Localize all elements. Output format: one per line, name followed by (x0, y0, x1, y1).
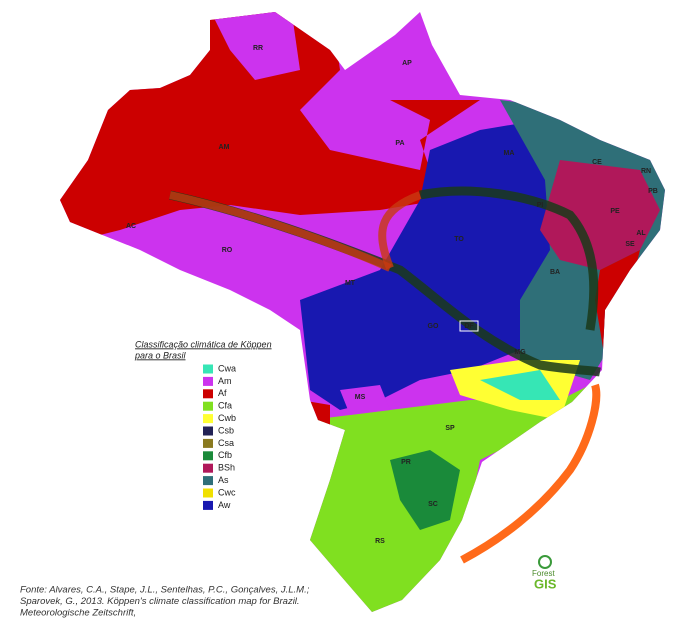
state-label: DF (464, 323, 474, 330)
forestgis-logo: Forest GIS (532, 555, 557, 591)
state-label: BA (550, 269, 560, 276)
legend-label: BSh (218, 463, 235, 473)
state-label: RO (222, 247, 233, 254)
legend-swatch (203, 488, 213, 498)
state-label: AL (636, 230, 646, 237)
logo-text: GIS (534, 576, 557, 591)
legend-label: Am (218, 376, 232, 386)
legend-label: Cfb (218, 450, 232, 460)
legend-label: Cwc (218, 487, 236, 497)
source-line: Sparovek, G., 2013. Köppen's climate cla… (20, 596, 300, 607)
legend-swatch (203, 414, 213, 424)
legend-label: Csa (218, 438, 234, 448)
state-label: SE (625, 241, 635, 248)
state-label: PI (537, 202, 544, 209)
state-label: PA (395, 140, 404, 147)
legend-swatch (203, 500, 213, 510)
legend-label: Cwb (218, 413, 236, 423)
legend-swatch (203, 451, 213, 461)
state-label: AC (126, 223, 136, 230)
legend-swatch (203, 376, 213, 386)
legend-swatch (203, 476, 213, 486)
state-label: RS (375, 538, 385, 545)
state-label: GO (428, 323, 439, 330)
state-label: RR (253, 45, 263, 52)
state-label: TO (454, 236, 464, 243)
legend-swatch (203, 426, 213, 436)
state-label: AM (219, 144, 230, 151)
state-label: RN (641, 168, 651, 175)
legend-swatch (203, 463, 213, 473)
legend-label: Aw (218, 500, 231, 510)
state-label: SC (428, 501, 438, 508)
source-line: Meteorologische Zeitschrift, (20, 608, 136, 619)
logo-icon (538, 555, 552, 569)
state-label: AP (402, 60, 412, 67)
state-label: SP (445, 425, 455, 432)
source-citation: Fonte: Alvares, C.A., Stape, J.L., Sente… (20, 585, 310, 619)
state-label: MA (504, 150, 515, 157)
state-label: MT (345, 280, 356, 287)
state-label: PB (648, 188, 658, 195)
legend-label: Af (218, 388, 227, 398)
state-label: PE (610, 208, 620, 215)
legend-swatch (203, 364, 213, 374)
legend-label: Csb (218, 425, 234, 435)
legend-label: Cwa (218, 363, 236, 373)
state-label: CE (592, 159, 602, 166)
legend-swatch (203, 389, 213, 399)
legend-title: Classificação climática de Köppen (135, 339, 272, 349)
legend-title: para o Brasil (134, 350, 187, 360)
logo-text: Forest (532, 569, 555, 578)
source-line: Fonte: Alvares, C.A., Stape, J.L., Sente… (20, 585, 310, 596)
legend-label: As (218, 475, 229, 485)
state-label: PR (401, 459, 411, 466)
legend-label: Cfa (218, 401, 232, 411)
legend-swatch (203, 438, 213, 448)
legend-swatch (203, 401, 213, 411)
state-label: MG (514, 349, 526, 356)
state-label: MS (355, 394, 366, 401)
